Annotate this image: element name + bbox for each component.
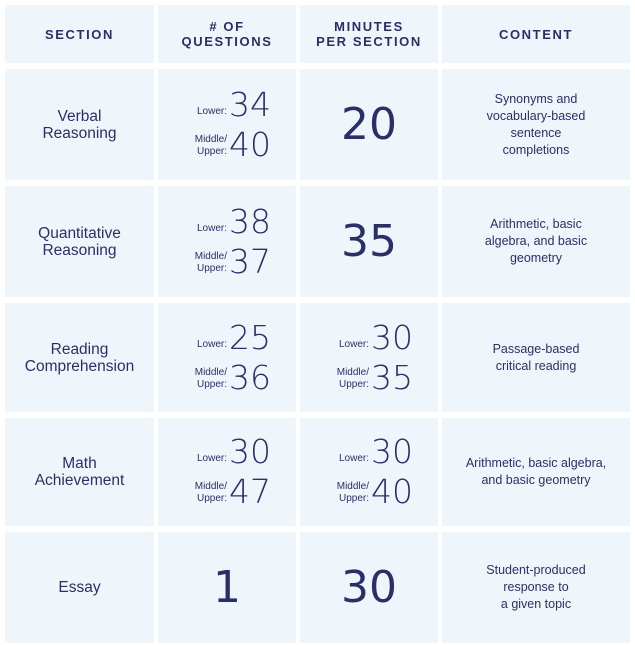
questions-middle-upper-value: 40 — [229, 124, 271, 164]
row-essay-content: Student-produced response to a given top… — [442, 532, 630, 643]
header-section-text: SECTION — [45, 26, 114, 42]
row-math-section: Math Achievement — [5, 418, 154, 526]
questions-value: 1 — [213, 561, 241, 613]
row-essay-minutes: 30 — [300, 532, 438, 643]
content-description: Arithmetic, basic algebra, and basic geo… — [484, 217, 588, 265]
row-essay-section: Essay — [5, 532, 154, 643]
lower-label: Lower: — [338, 338, 369, 350]
lower-label: Lower: — [196, 222, 227, 234]
middle-upper-label: Middle/ Upper: — [336, 481, 369, 504]
header-minutes-text: MINUTES PER SECTION — [316, 19, 422, 49]
section-name: Essay — [58, 579, 101, 596]
row-math-questions: Lower: 30 Middle/ Upper: 47 — [158, 418, 296, 526]
questions-middle-upper-value: 47 — [229, 472, 271, 511]
row-reading-questions: Lower: 25 Middle/ Upper: 36 — [158, 303, 296, 412]
minutes-value: 30 — [341, 561, 397, 613]
row-quantitative-content: Arithmetic, basic algebra, and basic geo… — [442, 186, 630, 297]
lower-label: Lower: — [196, 338, 227, 350]
content-description: Passage-based critical reading — [492, 341, 580, 373]
header-section: SECTION — [5, 5, 154, 63]
questions-lower-line: Lower: 30 — [183, 433, 271, 471]
section-name: Quantitative Reasoning — [38, 224, 121, 259]
row-quantitative-questions: Lower: 38 Middle/ Upper: 37 — [158, 186, 296, 297]
content-description: Student-produced response to a given top… — [486, 563, 586, 611]
minutes-lower-value: 30 — [371, 432, 413, 471]
questions-split: Lower: 25 Middle/ Upper: 36 — [183, 317, 271, 397]
row-verbal-minutes: 20 — [300, 69, 438, 180]
lower-label: Lower: — [196, 105, 227, 117]
row-reading-minutes: Lower: 30 Middle/ Upper: 35 — [300, 303, 438, 412]
row-reading-content: Passage-based critical reading — [442, 303, 630, 412]
questions-lower-value: 25 — [229, 317, 271, 357]
questions-middle-upper-line: Middle/ Upper: 37 — [183, 241, 271, 281]
questions-split: Lower: 30 Middle/ Upper: 47 — [183, 433, 271, 511]
middle-upper-label: Middle/ Upper: — [194, 481, 227, 504]
questions-lower-value: 34 — [229, 84, 271, 124]
header-questions-text: # OF QUESTIONS — [181, 19, 273, 49]
questions-lower-value: 38 — [229, 201, 271, 241]
questions-lower-line: Lower: 34 — [183, 84, 271, 124]
header-content: CONTENT — [442, 5, 630, 63]
section-name: Math Achievement — [34, 455, 125, 489]
minutes-middle-upper-line: Middle/ Upper: 40 — [325, 473, 413, 511]
minutes-split: Lower: 30 Middle/ Upper: 35 — [325, 317, 413, 397]
minutes-value: 35 — [341, 215, 397, 267]
section-name: Reading Comprehension — [24, 340, 135, 375]
minutes-split: Lower: 30 Middle/ Upper: 40 — [325, 433, 413, 511]
middle-upper-label: Middle/ Upper: — [194, 133, 227, 157]
questions-middle-upper-line: Middle/ Upper: 40 — [183, 124, 271, 164]
lower-label: Lower: — [196, 453, 227, 464]
questions-split: Lower: 34 Middle/ Upper: 40 — [183, 84, 271, 164]
questions-lower-value: 30 — [229, 432, 271, 471]
questions-middle-upper-value: 37 — [229, 241, 271, 281]
content-description: Arithmetic, basic algebra, and basic geo… — [465, 456, 607, 487]
row-math-minutes: Lower: 30 Middle/ Upper: 40 — [300, 418, 438, 526]
minutes-lower-line: Lower: 30 — [325, 433, 413, 471]
header-content-text: CONTENT — [498, 26, 574, 42]
minutes-lower-value: 30 — [371, 317, 413, 357]
test-sections-table: SECTION # OF QUESTIONS MINUTES PER SECTI… — [5, 5, 630, 643]
questions-split: Lower: 38 Middle/ Upper: 37 — [183, 201, 271, 281]
row-reading-section: Reading Comprehension — [5, 303, 154, 412]
minutes-middle-upper-line: Middle/ Upper: 35 — [325, 357, 413, 397]
questions-middle-upper-line: Middle/ Upper: 47 — [183, 473, 271, 511]
minutes-lower-line: Lower: 30 — [325, 317, 413, 357]
questions-lower-line: Lower: 25 — [183, 317, 271, 357]
row-verbal-content: Synonyms and vocabulary-based sentence c… — [442, 69, 630, 180]
questions-lower-line: Lower: 38 — [183, 201, 271, 241]
header-minutes: MINUTES PER SECTION — [300, 5, 438, 63]
minutes-middle-upper-value: 40 — [371, 472, 413, 511]
middle-upper-label: Middle/ Upper: — [336, 366, 369, 390]
row-essay-questions: 1 — [158, 532, 296, 643]
content-description: Synonyms and vocabulary-based sentence c… — [486, 91, 586, 157]
row-verbal-section: Verbal Reasoning — [5, 69, 154, 180]
lower-label: Lower: — [338, 453, 369, 464]
minutes-middle-upper-value: 35 — [371, 357, 413, 397]
row-quantitative-section: Quantitative Reasoning — [5, 186, 154, 297]
row-quantitative-minutes: 35 — [300, 186, 438, 297]
section-name: Verbal Reasoning — [42, 107, 117, 142]
header-questions: # OF QUESTIONS — [158, 5, 296, 63]
questions-middle-upper-value: 36 — [229, 357, 271, 397]
row-math-content: Arithmetic, basic algebra, and basic geo… — [442, 418, 630, 526]
row-verbal-questions: Lower: 34 Middle/ Upper: 40 — [158, 69, 296, 180]
middle-upper-label: Middle/ Upper: — [194, 366, 227, 390]
questions-middle-upper-line: Middle/ Upper: 36 — [183, 357, 271, 397]
minutes-value: 20 — [341, 98, 397, 150]
middle-upper-label: Middle/ Upper: — [194, 250, 227, 274]
